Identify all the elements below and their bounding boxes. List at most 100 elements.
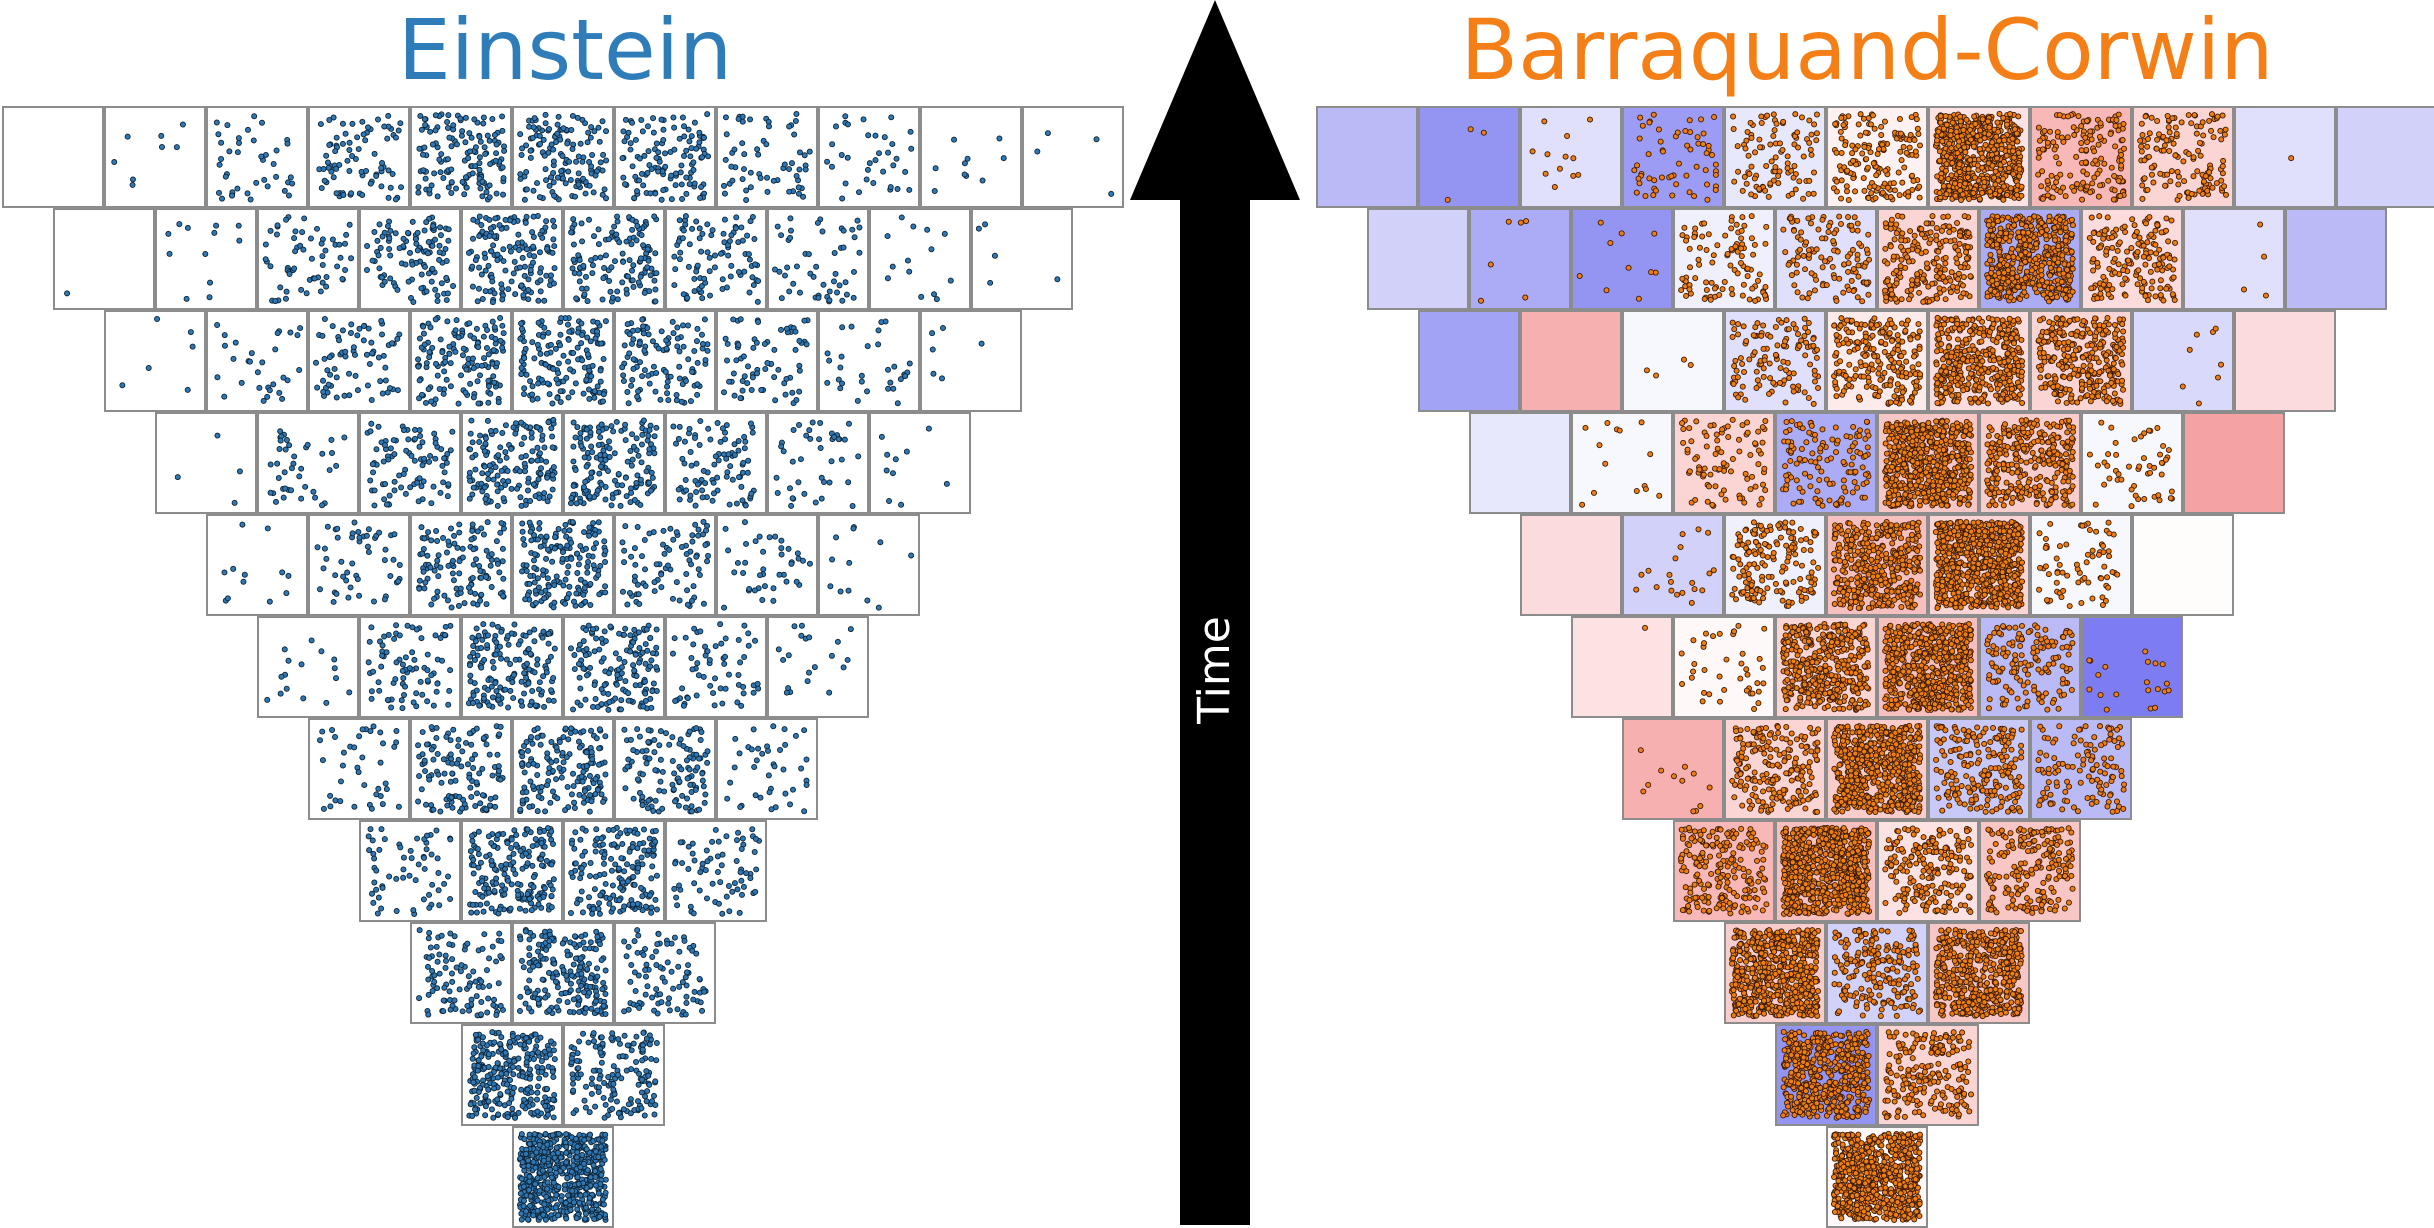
einstein-particle [426,354,433,361]
einstein-particle [653,369,660,376]
einstein-particle [537,288,544,295]
einstein-particle [582,190,589,197]
einstein-particle [440,174,447,181]
einstein-particle [484,327,491,334]
einstein-particle [644,246,651,253]
einstein-particle [655,149,662,156]
einstein-particle [583,376,590,383]
einstein-particle [270,381,277,388]
einstein-particle [583,435,590,442]
einstein-particle [303,290,310,297]
einstein-particle [517,171,524,178]
einstein-particle [890,162,897,169]
einstein-particle [492,215,499,222]
einstein-particle [484,132,491,139]
einstein-particle [376,221,383,228]
einstein-particle [600,356,607,363]
einstein-particle [589,362,596,369]
einstein-particle [359,118,366,125]
einstein-particle [607,288,614,295]
einstein-particle [497,444,504,451]
einstein-particle [650,363,657,370]
einstein-particle [591,128,598,135]
einstein-particle [489,299,496,306]
einstein-particle [889,263,896,270]
einstein-particle [487,427,494,434]
einstein-particle [333,134,340,141]
einstein-particle [1093,136,1100,143]
einstein-particle [494,502,501,509]
einstein-cell-particles [111,121,186,188]
einstein-particle [885,366,892,373]
einstein-particle [961,171,968,178]
einstein-particle [518,152,525,159]
einstein-particle [375,252,382,259]
einstein-particle [458,132,465,139]
einstein-particle [549,471,556,478]
einstein-particle [486,462,493,469]
einstein-particle [320,388,327,395]
einstein-particle [623,493,630,500]
einstein-particle [783,325,790,332]
einstein-particle [491,379,498,386]
einstein-particle [624,321,631,328]
einstein-particle [648,441,655,448]
einstein-particle [597,159,604,166]
einstein-particle [575,181,582,188]
einstein-particle [361,323,367,330]
einstein-particle [477,432,484,439]
einstein-particle [292,248,299,255]
einstein-particle [720,389,727,396]
einstein-particle [778,326,785,333]
einstein-particle [754,370,760,377]
einstein-particle [466,495,473,502]
einstein-particle [755,151,762,158]
einstein-particle [250,137,257,144]
einstein-particle [648,469,655,476]
einstein-particle [707,292,714,299]
einstein-particle [641,152,648,159]
einstein-particle [346,168,353,175]
einstein-particle [444,318,451,325]
einstein-particle [627,448,634,455]
einstein-particle [897,376,904,383]
einstein-particle [499,296,506,303]
einstein-particle [636,340,643,347]
einstein-particle [462,114,469,121]
einstein-particle [443,297,450,304]
einstein-particle [453,317,460,324]
einstein-particle [368,420,375,427]
einstein-particle [584,334,591,341]
einstein-particle [726,378,733,385]
einstein-particle [490,347,497,354]
einstein-particle [542,166,549,173]
einstein-particle [469,283,476,290]
einstein-particle [537,277,544,284]
einstein-particle [346,221,353,228]
einstein-particle [613,489,620,496]
einstein-particle [630,327,637,334]
einstein-particle [856,224,863,231]
einstein-particle [576,270,583,277]
einstein-particle [747,116,754,123]
einstein-particle [183,295,190,302]
einstein-particle [951,136,958,143]
einstein-particle [738,224,745,231]
einstein-particle [267,461,274,468]
einstein-particle [864,343,871,350]
einstein-particle [436,256,443,263]
einstein-particle [414,247,421,254]
einstein-particle [551,243,558,250]
einstein-particle [382,377,389,384]
einstein-particle [363,168,370,175]
einstein-particle [601,186,608,193]
einstein-particle [381,496,388,503]
einstein-particle [610,428,617,435]
einstein-particle [594,487,601,494]
einstein-particle [487,225,494,232]
einstein-particle [588,124,595,131]
einstein-particle [542,120,549,127]
einstein-particle [750,344,757,351]
einstein-particle [469,170,476,177]
einstein-particle [282,295,289,302]
